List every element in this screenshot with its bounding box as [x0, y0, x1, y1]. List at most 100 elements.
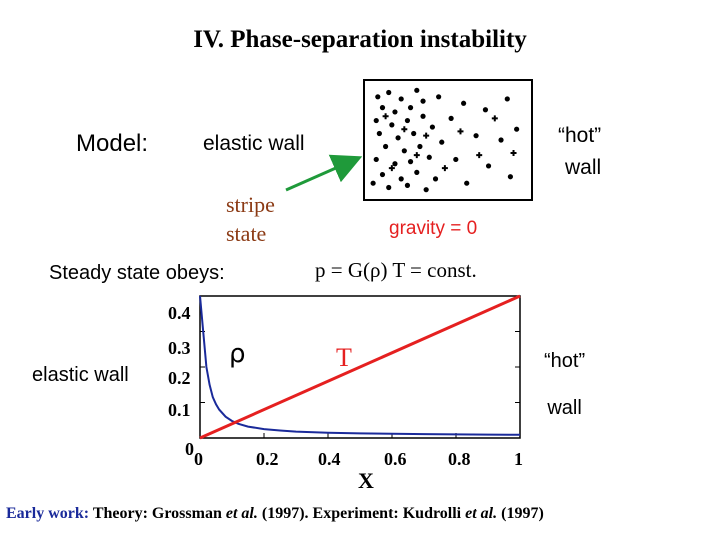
x-tick-0.8: 0.8 — [448, 449, 471, 469]
particle-dot — [473, 133, 479, 139]
particle-cross — [491, 115, 498, 122]
particle-cross — [382, 113, 389, 120]
particle-dot — [376, 130, 382, 137]
gravity-label: gravity = 0 — [389, 218, 478, 239]
particle-dot — [404, 117, 411, 124]
particle-dot — [383, 143, 389, 150]
x-axis-label: X — [358, 468, 374, 493]
x-tick-0.2: 0.2 — [256, 449, 279, 469]
particle-dot — [514, 126, 520, 132]
steady-state-label: Steady state obeys: — [49, 262, 225, 284]
particle-cross — [441, 165, 448, 172]
particles — [370, 87, 520, 193]
series-label-rho: ρ — [229, 339, 246, 369]
particle-dot — [398, 176, 404, 182]
particle-cross — [401, 126, 408, 133]
particle-dot — [417, 143, 423, 150]
particle-dot — [426, 154, 432, 160]
particle-dot — [386, 184, 392, 191]
x-tick-0.6: 0.6 — [384, 449, 407, 469]
footer-citation: Early work: Theory: Grossman et al. (199… — [6, 505, 544, 523]
particle-dot — [373, 156, 379, 163]
particle-cross — [510, 149, 517, 156]
particle-box — [363, 79, 533, 201]
particle-dot — [464, 180, 470, 186]
particle-dot — [379, 171, 386, 178]
series — [199, 294, 521, 440]
tick-marks — [200, 331, 520, 438]
series-label-t: T — [336, 343, 352, 372]
y-tick-0.4: 0.4 — [168, 303, 191, 323]
elastic-wall-label: elastic wall — [203, 132, 305, 155]
particle-dot — [414, 169, 420, 175]
particle-dot — [407, 105, 414, 111]
state-equation: p = G(ρ) T = const. — [315, 258, 477, 282]
particle-dot — [507, 174, 513, 180]
particle-dot — [386, 89, 392, 96]
x-tick-0.4: 0.4 — [318, 449, 341, 469]
hot-wall-label-line1: “hot” — [558, 124, 602, 147]
particle-dot — [398, 96, 404, 102]
particle-dot — [429, 124, 435, 130]
y-tick-0.1: 0.1 — [168, 400, 191, 420]
particle-dot — [404, 182, 411, 188]
particle-dot — [395, 135, 401, 141]
x-tick-0: 0 — [194, 449, 203, 469]
stripe-label-line1: stripe — [226, 192, 275, 217]
footer-prefix: Early work: — [6, 505, 90, 522]
particle-dot — [453, 156, 459, 163]
series-t-line — [199, 294, 521, 440]
x-tick-1: 1 — [514, 449, 523, 469]
particle-cross — [423, 132, 430, 139]
particle-dot — [498, 137, 504, 143]
hot-wall-label-line2: wall — [565, 156, 602, 179]
particle-dot — [423, 187, 429, 193]
plot-hot-wall-line1: “hot” — [544, 350, 586, 372]
particle-cross — [457, 128, 464, 135]
model-label: Model: — [76, 130, 149, 157]
particle-dot — [482, 107, 489, 113]
particle-cross — [476, 152, 483, 159]
y-tick-origin: 0 — [185, 439, 194, 459]
density-temperature-plot: 0.4 0.3 0.2 0.1 0 0 0.2 0.4 0.6 0.8 1 X … — [168, 294, 523, 493]
particle-dot — [375, 94, 381, 100]
series-rho-line — [199, 295, 521, 436]
particle-dot — [379, 105, 386, 111]
hot-wall-label: “hot” wall — [558, 120, 601, 184]
y-tick-0.3: 0.3 — [168, 338, 191, 358]
particle-dot — [407, 159, 414, 165]
particle-dot — [432, 176, 439, 182]
footer-etal-1: et al. — [225, 505, 258, 522]
plot-hot-wall-label: “hot” wall — [544, 338, 585, 432]
green-arrow — [285, 154, 363, 192]
y-tick-0.2: 0.2 — [168, 368, 191, 388]
footer-theory: Theory: Grossman — [89, 505, 226, 522]
particle-dot — [436, 94, 442, 100]
particle-dot — [392, 161, 398, 167]
stripe-state-label: stripe state — [226, 190, 275, 248]
particle-dot — [401, 148, 407, 154]
footer-suffix: (1997) — [497, 505, 544, 522]
particle-dot — [420, 113, 426, 119]
particle-cross — [388, 165, 395, 172]
particle-dot — [461, 100, 467, 106]
particle-dot — [504, 96, 510, 102]
footer-mid: (1997). Experiment: Kudrolli — [257, 505, 466, 522]
stripe-label-line2: state — [226, 221, 267, 246]
particle-dot — [411, 130, 417, 137]
particle-dot — [373, 117, 379, 124]
particle-cross — [413, 152, 420, 159]
particle-dot — [414, 87, 420, 93]
footer-etal-2: et al. — [465, 505, 498, 522]
particle-dot — [392, 109, 398, 115]
particle-dot — [420, 98, 426, 104]
particle-dot — [448, 115, 454, 121]
plot-hot-wall-line2: wall — [547, 397, 582, 419]
page-title: IV. Phase-separation instability — [193, 26, 527, 53]
plot-elastic-wall-label: elastic wall — [32, 364, 129, 386]
particle-dot — [389, 122, 395, 128]
particle-dot — [439, 139, 445, 145]
particle-dot — [370, 180, 376, 186]
particle-dot — [485, 163, 492, 169]
